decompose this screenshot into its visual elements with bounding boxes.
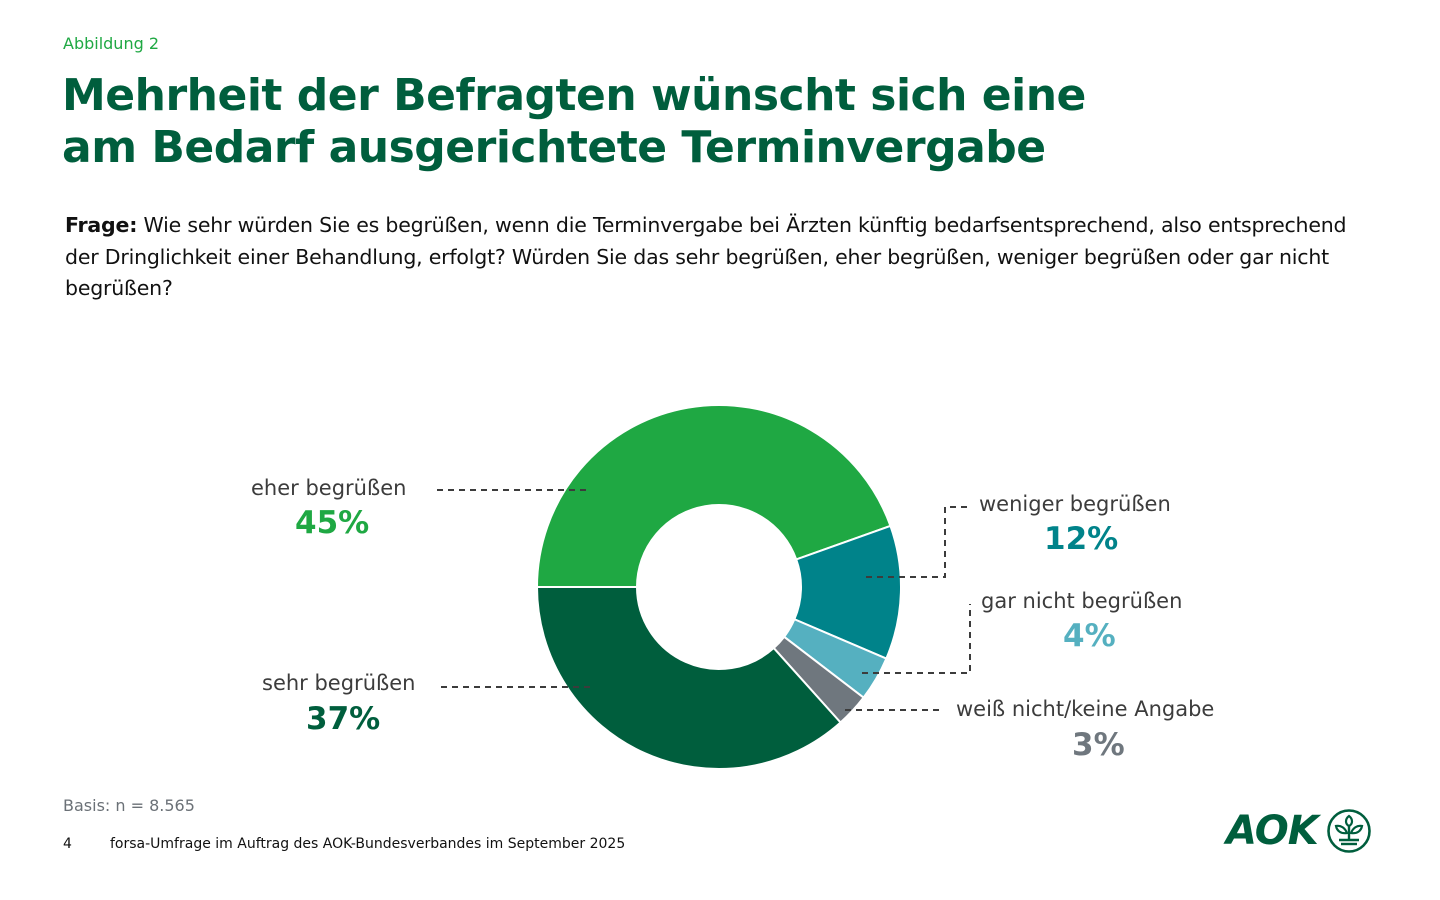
leader-line-weniger: [866, 506, 972, 578]
slice-value-weniger: 12%: [1044, 521, 1119, 557]
title-line-1: Mehrheit der Befragten wünscht sich eine: [62, 70, 1086, 121]
slice-value-weiss-nicht: 3%: [1072, 727, 1125, 763]
slice-label-eher: eher begrüßen: [251, 476, 407, 500]
donut-slice-eher-begrüßen: [535, 404, 892, 588]
slice-label-sehr: sehr begrüßen: [262, 671, 416, 695]
figure-label: Abbildung 2: [63, 34, 160, 53]
question-prefix: Frage:: [65, 213, 138, 237]
leader-line-gar-nicht: [862, 604, 971, 674]
slice-label-weiss-nicht: weiß nicht/keine Angabe: [956, 697, 1215, 721]
sample-basis: Basis: n = 8.565: [63, 796, 195, 815]
donut-slice-sehr-begrüßen: [535, 586, 842, 770]
slice-value-eher: 45%: [295, 505, 370, 541]
question-text: Wie sehr würden Sie es begrüßen, wenn di…: [65, 213, 1347, 300]
donut-slices: [535, 404, 902, 770]
slice-value-gar-nicht: 4%: [1063, 618, 1116, 654]
leader-lines: [437, 489, 972, 711]
slice-label-gar-nicht: gar nicht begrüßen: [981, 589, 1183, 613]
aok-logo: AOK: [1226, 808, 1372, 854]
source-note: forsa-Umfrage im Auftrag des AOK-Bundesv…: [110, 836, 626, 852]
survey-question: Frage: Wie sehr würden Sie es begrüßen, …: [65, 210, 1385, 305]
slice-value-sehr: 37%: [306, 701, 381, 737]
logo-text: AOK: [1226, 808, 1319, 854]
slice-label-weniger: weniger begrüßen: [979, 492, 1171, 516]
aok-tree-icon: [1326, 809, 1371, 853]
page-title: Mehrheit der Befragten wünscht sich eine…: [62, 70, 1162, 174]
page-number: 4: [63, 836, 72, 852]
title-line-2: am Bedarf ausgerichtete Terminvergabe: [62, 122, 1046, 173]
